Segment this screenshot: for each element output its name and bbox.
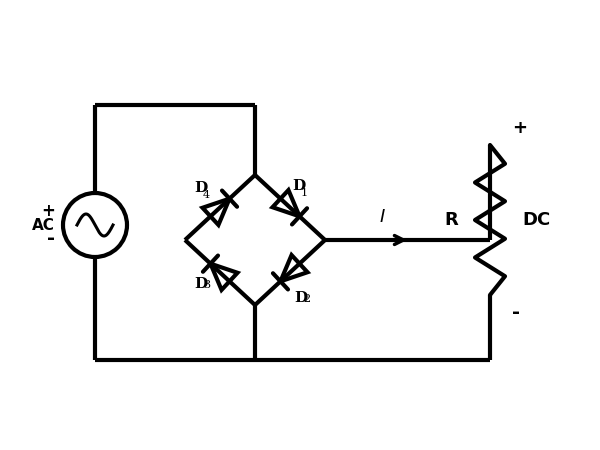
Text: +: + <box>41 202 55 220</box>
Text: -: - <box>47 230 55 248</box>
Text: 3: 3 <box>203 280 210 291</box>
Text: DC: DC <box>522 211 550 229</box>
Text: 1: 1 <box>301 188 308 198</box>
Text: D: D <box>194 181 207 195</box>
Text: AC: AC <box>32 217 55 233</box>
Text: R: R <box>444 211 458 229</box>
Text: D: D <box>294 291 307 305</box>
Text: I: I <box>380 208 385 226</box>
Text: D: D <box>194 276 207 291</box>
Text: -: - <box>512 303 520 322</box>
Text: D: D <box>292 180 305 194</box>
Text: 4: 4 <box>203 189 210 199</box>
Text: 2: 2 <box>303 294 310 305</box>
Text: +: + <box>512 119 527 137</box>
